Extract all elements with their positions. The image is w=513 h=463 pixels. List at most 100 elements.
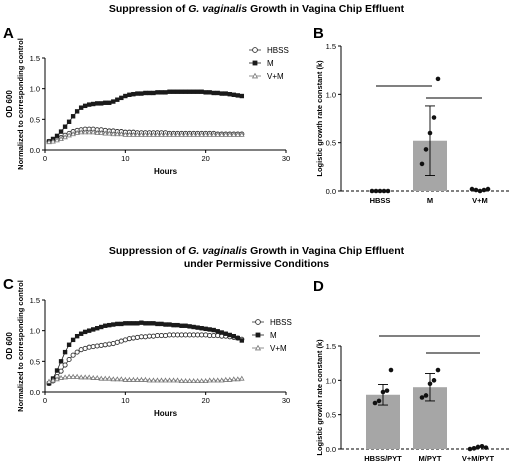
panel-b-y-tick-label: 1.0 — [326, 90, 336, 99]
panel-b-category-label: V+M — [472, 196, 488, 205]
panel-a-data-point — [187, 89, 192, 94]
panel-c-data-point — [102, 342, 108, 348]
panel-a-data-point — [66, 119, 72, 124]
panel-c-data-point — [130, 335, 136, 341]
panel-c-data-point — [90, 344, 96, 350]
panel-a-x-tick-label: 10 — [121, 154, 129, 163]
panel-a-data-point — [82, 103, 88, 109]
panel-c-data-point — [194, 378, 201, 384]
panel-c-data-point — [78, 374, 84, 380]
panel-c-data-point — [82, 329, 88, 335]
panel-a-data-point — [95, 101, 100, 106]
panel-c-data-point — [62, 349, 68, 355]
panel-c-data-point — [191, 324, 196, 330]
panel-c-data-point — [91, 327, 96, 332]
panel-d-y-tick-label: 0.5 — [326, 411, 336, 420]
panel-b-data-point — [385, 188, 391, 194]
panel-a-data-point — [179, 89, 184, 94]
panel-c-data-point — [170, 377, 177, 383]
panel-a-y-tick-label: 1.5 — [30, 54, 40, 63]
panel-c-data-point — [103, 323, 108, 328]
panel-a-data-point — [91, 101, 96, 107]
panel-c-data-point — [98, 375, 105, 381]
panel-a-data-point — [74, 129, 80, 135]
panel-a-data-point — [143, 90, 148, 96]
panel-a-x-tick-label: 0 — [43, 154, 47, 163]
bottom-title-line2: under Permissive Conditions — [183, 258, 330, 270]
panel-a-data-point — [102, 130, 109, 136]
panel-a-data-point — [195, 89, 200, 94]
panel-c-data-point — [195, 325, 200, 330]
panel-d-y-tick-label: 0.0 — [326, 445, 336, 454]
panel-c-data-point — [171, 322, 176, 328]
panel-b-y-tick-label: 0.5 — [326, 139, 336, 148]
panel-c-data-point — [138, 376, 145, 382]
panel-d-category-label: HBSS/PYT — [364, 454, 402, 463]
panel-a-data-point — [54, 137, 60, 143]
panel-b-data-point — [481, 187, 487, 193]
panel-c-data-point — [239, 375, 245, 381]
panel-c-data-point — [179, 323, 184, 328]
panel-a-data-point — [203, 90, 208, 95]
panel-a-data-point — [235, 93, 240, 98]
panel-c-data-point — [74, 373, 80, 379]
panel-d-data-point — [479, 443, 485, 449]
panel-c-legend-marker — [255, 332, 261, 338]
panel-a-data-point — [114, 131, 121, 137]
panel-c-data-point — [102, 375, 109, 381]
panel-a-data-point — [194, 131, 201, 137]
panel-c-data-point — [118, 376, 125, 382]
panel-c-data-point — [146, 377, 153, 383]
panel-a-data-point — [150, 131, 157, 137]
panel-a-data-point — [103, 100, 108, 105]
panel-c-x-tick-label: 0 — [43, 396, 47, 405]
top-title-pre: Suppression of — [108, 3, 189, 15]
panel-c-data-point — [110, 376, 117, 382]
panel-c-data-point — [90, 374, 96, 380]
panel-b-data-point — [419, 161, 425, 167]
panel-a-data-point — [98, 129, 105, 135]
panel-a-data-point — [50, 138, 56, 144]
panel-a-data-point — [86, 129, 92, 135]
panel-a-data-point — [163, 90, 168, 95]
panel-b-y-axis-label: Logistic growth rate constant (k) — [315, 60, 324, 177]
panel-b-data-point — [373, 188, 379, 194]
panel-c-data-point — [143, 321, 148, 326]
panel-c-data-point — [210, 377, 217, 383]
panel-c-data-point — [106, 341, 112, 347]
panel-c-data-point — [74, 333, 80, 339]
panel-c-data-point — [158, 377, 165, 383]
panel-c-x-tick-label: 30 — [282, 396, 290, 405]
panel-b-category-label: HBSS — [370, 196, 391, 205]
panel-a-data-point — [122, 131, 129, 137]
panel-c-data-point — [86, 328, 92, 333]
panel-b-y-tick-label: 0.0 — [326, 187, 336, 196]
panel-c-data-point — [126, 336, 132, 342]
panel-c-data-point — [150, 333, 156, 339]
panel-a-data-point — [119, 95, 124, 101]
panel-a-data-point — [199, 89, 204, 94]
panel-a-data-point — [70, 131, 76, 137]
panel-a-data-point — [142, 131, 149, 137]
panel-a-data-point — [223, 91, 228, 96]
panel-a-data-point — [131, 91, 136, 97]
panel-a-data-point — [158, 131, 165, 137]
panel-c-data-point — [86, 374, 92, 380]
panel-a-data-point — [214, 131, 221, 137]
panel-b-data-point — [381, 188, 387, 194]
panel-c-data-point — [110, 340, 116, 347]
panel-a-data-point — [154, 131, 161, 137]
panel-c-data-point — [122, 337, 128, 343]
panel-a-data-point — [82, 129, 88, 135]
panel-a-data-point — [127, 92, 132, 97]
panel-c-data-point — [178, 378, 185, 384]
bottom-title: Suppression of G. vaginalis Growth in Va… — [0, 245, 513, 271]
panel-d-data-point — [471, 446, 477, 451]
panel-b-category-label: M — [427, 196, 433, 205]
panel-a-data-point — [239, 131, 245, 137]
panel-d-category-label: V+M/PYT — [462, 454, 495, 463]
panel-c-data-point — [134, 334, 140, 340]
panel-a-data-point — [106, 130, 113, 136]
panel-a-data-point — [190, 131, 197, 137]
panel-a-data-point — [227, 91, 232, 97]
